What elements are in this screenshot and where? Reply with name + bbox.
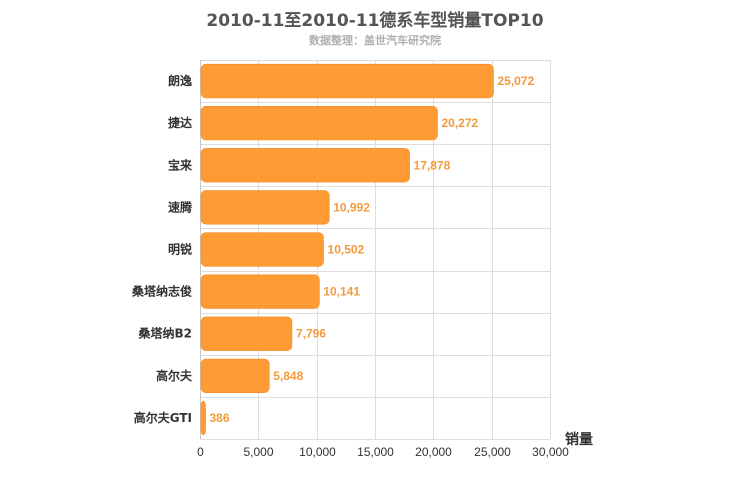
category-label: 桑塔纳志俊 [132, 284, 192, 299]
bar [200, 358, 270, 393]
category-label: 朗逸 [168, 73, 192, 88]
bar [200, 63, 494, 99]
x-tick-label: 20,000 [415, 445, 452, 459]
x-tick-label: 0 [197, 445, 204, 459]
bar [200, 232, 324, 267]
x-axis-title: 销量 [565, 431, 593, 448]
x-tick-label: 5,000 [243, 445, 273, 459]
category-label: 明锐 [168, 242, 192, 257]
category-label: 速腾 [168, 199, 193, 214]
chart-subtitle: 数据整理：盖世汽车研究院 [309, 34, 441, 47]
chart-title: 2010-11至2010-11德系车型销量TOP10 [206, 11, 544, 31]
category-label: 桑塔纳B2 [139, 326, 193, 341]
category-label: 宝来 [168, 157, 193, 172]
data-label: 25,072 [498, 74, 535, 88]
bar [200, 274, 320, 309]
bar [200, 106, 438, 141]
data-label: 7,796 [296, 327, 326, 341]
bar [200, 400, 206, 436]
bar [200, 148, 410, 183]
data-label: 10,502 [328, 243, 365, 257]
bar [200, 190, 330, 225]
bars [200, 63, 494, 436]
data-label: 386 [210, 411, 230, 425]
category-label: 高尔夫 [156, 368, 193, 383]
data-label: 10,141 [323, 285, 360, 299]
category-label: 高尔夫GTI [134, 410, 192, 425]
data-label: 10,992 [333, 200, 370, 214]
data-label: 5,848 [273, 369, 303, 383]
x-tick-label: 15,000 [357, 445, 394, 459]
category-label: 捷达 [168, 115, 192, 130]
labels: 0 5,000 10,000 15,000 20,000 25,000 30,000 朗逸 25… [132, 73, 569, 459]
bar [200, 316, 293, 351]
data-label: 17,878 [414, 158, 451, 172]
x-tick-label: 25,000 [474, 445, 511, 459]
data-label: 20,272 [442, 116, 479, 130]
x-tick-label: 30,000 [532, 445, 569, 459]
x-tick-label: 10,000 [299, 445, 336, 459]
